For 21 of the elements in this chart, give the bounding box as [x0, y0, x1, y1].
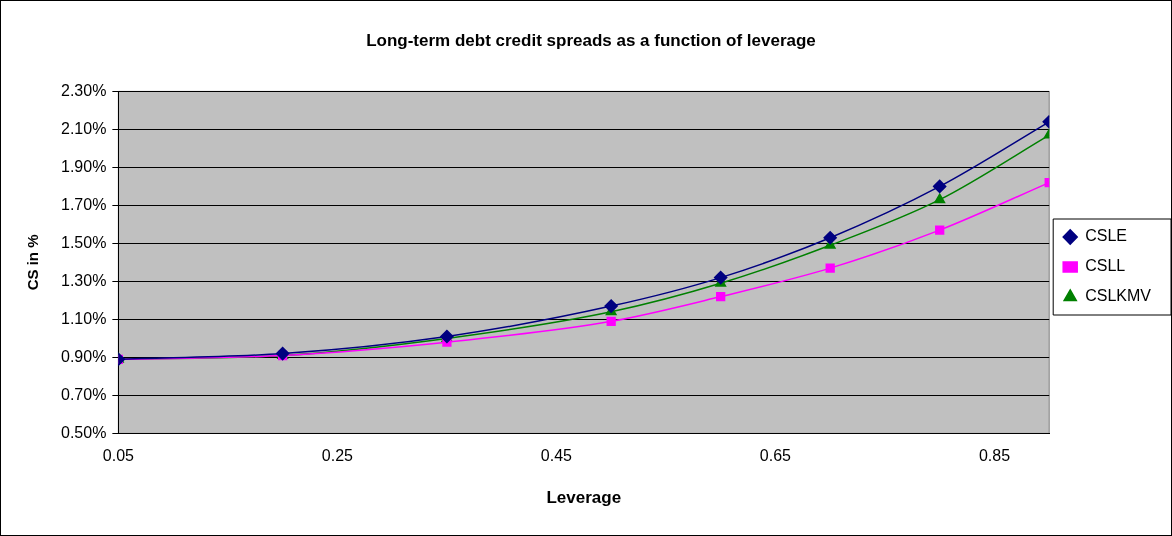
x-axis-title: Leverage: [546, 488, 622, 508]
y-tick-label: 1.90%: [60, 157, 107, 175]
y-tick-label: 2.10%: [60, 119, 107, 137]
x-tick-label: 0.65: [759, 447, 792, 465]
y-tick-label: 0.90%: [60, 347, 107, 365]
legend-label: CSLL: [1085, 257, 1126, 275]
y-tick-label: 1.10%: [60, 309, 107, 327]
y-tick-label: 0.50%: [60, 423, 107, 441]
y-tick-label: 1.70%: [60, 195, 107, 213]
y-axis-title: CS in %: [24, 234, 42, 291]
x-tick-label: 0.85: [978, 447, 1011, 465]
y-tick-label: 1.50%: [60, 233, 107, 251]
legend-label: CSLKMV: [1085, 287, 1152, 305]
y-tick-label: 0.70%: [60, 385, 107, 403]
chart-title: Long-term debt credit spreads as a function of leverage: [366, 30, 816, 50]
x-tick-label: 0.45: [540, 447, 573, 465]
legend-label: CSLE: [1085, 227, 1127, 245]
x-tick-label: 0.25: [321, 447, 354, 465]
y-tick-label: 2.30%: [60, 81, 107, 99]
x-tick-label: 0.05: [102, 447, 135, 465]
y-tick-label: 1.30%: [60, 271, 107, 289]
